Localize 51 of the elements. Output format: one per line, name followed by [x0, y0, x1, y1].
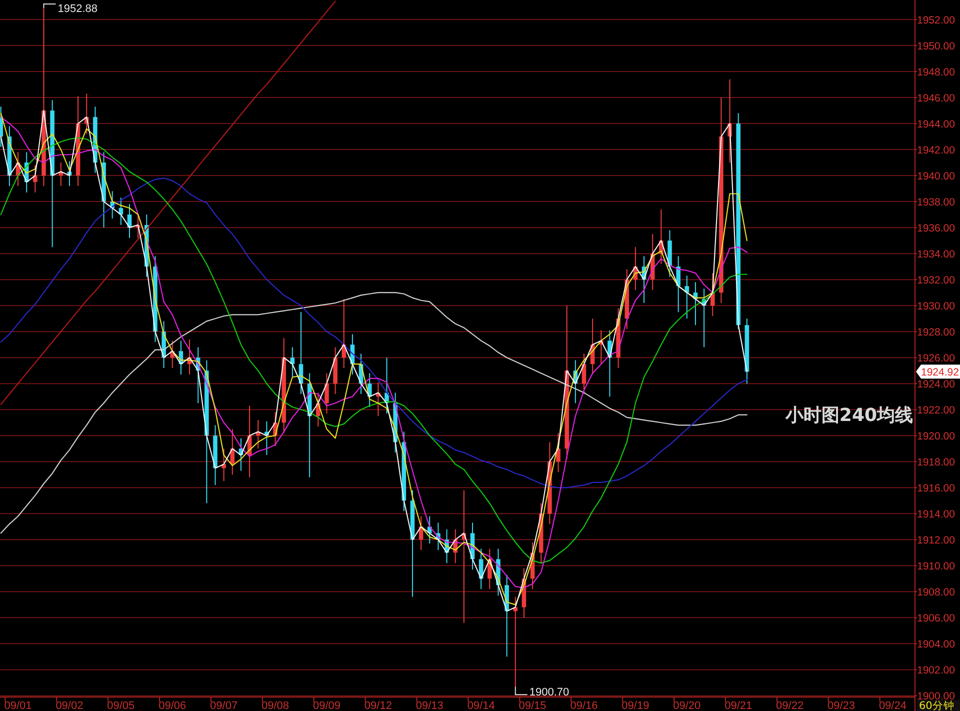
y-tick-label: 1952.00: [917, 14, 956, 27]
x-tick-label: 09/24: [878, 700, 906, 711]
annotation: 小时图240均线: [785, 404, 913, 426]
x-tick-label: 09/07: [210, 700, 238, 711]
x-tick-label: 09/22: [776, 700, 804, 711]
x-tick-label: 09/06: [158, 700, 186, 711]
y-tick-label: 1946.00: [917, 92, 956, 105]
y-tick-label: 1906.00: [917, 612, 956, 625]
y-tick-label: 1944.00: [917, 118, 956, 131]
y-tick-label: 1926.00: [917, 352, 956, 365]
x-tick-label: 09/09: [312, 700, 340, 711]
y-tick-label: 1914.00: [917, 508, 956, 521]
x-tick-label: 09/14: [467, 700, 495, 711]
y-tick-label: 1910.00: [917, 560, 956, 573]
x-tick-label: 09/19: [622, 700, 650, 711]
y-tick-label: 1924.00: [917, 378, 956, 391]
annotation: 1952.88: [58, 3, 98, 16]
y-tick-label: 1908.00: [917, 586, 956, 599]
y-tick-label: 1920.00: [917, 430, 956, 443]
y-tick-label: 1950.00: [917, 40, 956, 53]
x-tick-label: 09/01: [4, 700, 32, 711]
y-tick-label: 1912.00: [917, 534, 956, 547]
x-tick-label: 09/15: [518, 700, 546, 711]
annotation: 1952.88: [43, 3, 98, 16]
x-tick-label: 09/21: [724, 700, 752, 711]
y-tick-label: 1930.00: [917, 300, 956, 313]
y-tick-label: 1938.00: [917, 196, 956, 209]
y-tick-label: 1922.00: [917, 404, 956, 417]
annotation: 1924.92: [916, 364, 960, 379]
y-tick-label: 1932.00: [917, 274, 956, 287]
y-tick-label: 1936.00: [917, 222, 956, 235]
annotation: 1900.70: [514, 686, 570, 699]
y-tick-label: 1918.00: [917, 456, 956, 469]
x-tick-label: 09/02: [56, 700, 84, 711]
y-tick-label: 1904.00: [917, 638, 956, 651]
annotation: 60分钟: [917, 700, 960, 711]
x-tick-label: 09/12: [364, 700, 392, 711]
x-tick-label: 09/16: [570, 700, 598, 711]
x-tick-label: 09/23: [827, 700, 856, 711]
y-tick-label: 1942.00: [917, 144, 956, 157]
annotation: 1900.70: [529, 686, 570, 699]
x-tick-label: 09/20: [673, 700, 701, 711]
x-tick-label: 09/05: [107, 700, 135, 711]
y-tick-label: 1948.00: [917, 66, 956, 79]
y-tick-label: 1916.00: [917, 482, 956, 495]
x-tick-label: 09/08: [262, 700, 290, 711]
y-tick-label: 1902.00: [917, 664, 956, 677]
y-tick-label: 1940.00: [917, 170, 956, 183]
y-tick-label: 1934.00: [917, 248, 956, 261]
y-tick-label: 1928.00: [917, 326, 956, 339]
x-tick-label: 09/13: [416, 700, 444, 711]
